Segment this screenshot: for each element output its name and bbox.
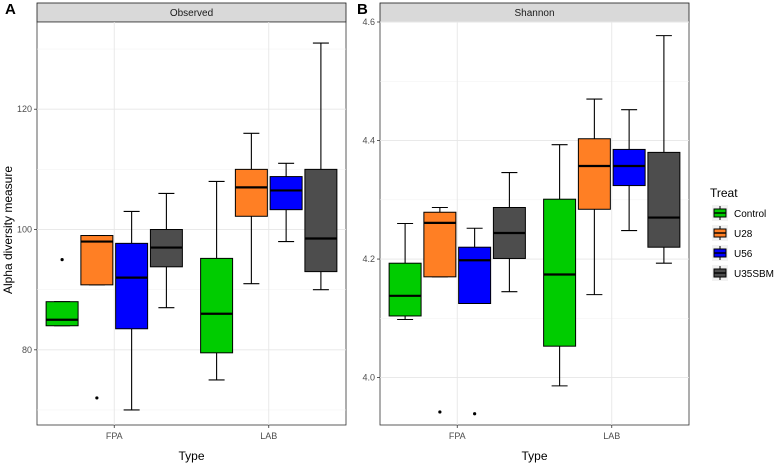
- legend-item-u28: U28: [712, 225, 753, 241]
- box-control-lab: [200, 180, 234, 381]
- box-u28-fpa: [423, 206, 457, 414]
- box-body: [388, 262, 422, 317]
- box-u35sbm-lab: [304, 42, 338, 291]
- box-u56-fpa: [458, 227, 492, 416]
- boxes-observed: [45, 42, 338, 411]
- box-body: [269, 176, 303, 211]
- box-control-lab: [543, 144, 577, 387]
- box-body: [458, 246, 492, 305]
- legend-title: Treat: [710, 186, 738, 200]
- legend-label: Control: [734, 209, 766, 220]
- box-body: [647, 151, 681, 248]
- panel-observed: A Observed 80 100 120 FPA LAB Type: [5, 1, 347, 463]
- outlier-point: [95, 396, 99, 400]
- box-body: [304, 168, 338, 273]
- box-body: [577, 138, 611, 210]
- box-body: [45, 301, 79, 327]
- gridlines-observed: [37, 22, 346, 425]
- box-u35sbm-fpa: [492, 171, 526, 293]
- y-tick-label: 80: [22, 345, 32, 355]
- x-tick-label: FPA: [106, 431, 123, 441]
- y-tick-label: 120: [17, 104, 32, 114]
- x-tick-label: LAB: [260, 431, 277, 441]
- gridlines-shannon: [380, 21, 689, 425]
- box-body: [234, 168, 268, 217]
- box-u56-lab: [612, 109, 646, 232]
- outlier-point: [60, 257, 64, 262]
- box-u56-fpa: [115, 210, 149, 411]
- box-u35sbm-lab: [647, 35, 681, 264]
- legend-item-u56: U56: [712, 245, 753, 261]
- y-tick-label: 4.2: [362, 254, 375, 264]
- outlier-point: [473, 412, 477, 416]
- y-tick-label: 4.4: [362, 136, 375, 146]
- boxes-shannon: [388, 35, 681, 416]
- box-body: [115, 242, 149, 330]
- box-control-fpa: [45, 257, 79, 327]
- legend: Treat Control U28 U56 U35SBM: [710, 186, 774, 281]
- outlier-point: [438, 410, 442, 414]
- y-ticks-shannon: 4.0 4.2 4.4 4.6: [362, 17, 380, 383]
- box-u35sbm-fpa: [149, 192, 183, 309]
- x-tick-label: FPA: [449, 431, 466, 441]
- legend-label: U56: [734, 249, 753, 260]
- x-ticks-shannon: FPA LAB: [449, 425, 620, 441]
- box-body: [200, 257, 234, 354]
- legend-item-control: Control: [712, 205, 766, 221]
- panel-shannon: B Shannon 4.0 4.2 4.4 4.6 FPA LAB Type: [357, 1, 690, 463]
- box-u28-lab: [577, 98, 611, 296]
- x-tick-label: LAB: [603, 431, 620, 441]
- box-u28-fpa: [80, 234, 114, 400]
- legend-item-u35sbm: U35SBM: [712, 265, 774, 281]
- legend-label: U28: [734, 229, 753, 240]
- y-ticks-observed: 80 100 120: [17, 104, 37, 355]
- box-control-fpa: [388, 222, 422, 321]
- plot-area-observed: [36, 21, 347, 426]
- y-axis-title: Alpha diversity measure: [1, 166, 15, 294]
- panel-label-a: A: [5, 1, 16, 18]
- box-u28-lab: [234, 132, 268, 285]
- strip-observed-label: Observed: [170, 8, 213, 19]
- x-ticks-observed: FPA LAB: [106, 425, 277, 441]
- x-axis-title-observed: Type: [178, 449, 204, 463]
- box-u56-lab: [269, 162, 303, 243]
- y-tick-label: 4.0: [362, 373, 375, 383]
- y-tick-label: 100: [17, 225, 32, 235]
- panel-label-b: B: [357, 1, 368, 18]
- box-body: [543, 198, 577, 347]
- box-body: [80, 235, 114, 286]
- x-axis-title-shannon: Type: [521, 449, 547, 463]
- legend-label: U35SBM: [734, 269, 774, 280]
- legend-items: Control U28 U56 U35SBM: [712, 205, 774, 281]
- box-body: [612, 148, 646, 187]
- y-tick-label: 4.6: [362, 17, 375, 27]
- strip-shannon-label: Shannon: [514, 8, 554, 19]
